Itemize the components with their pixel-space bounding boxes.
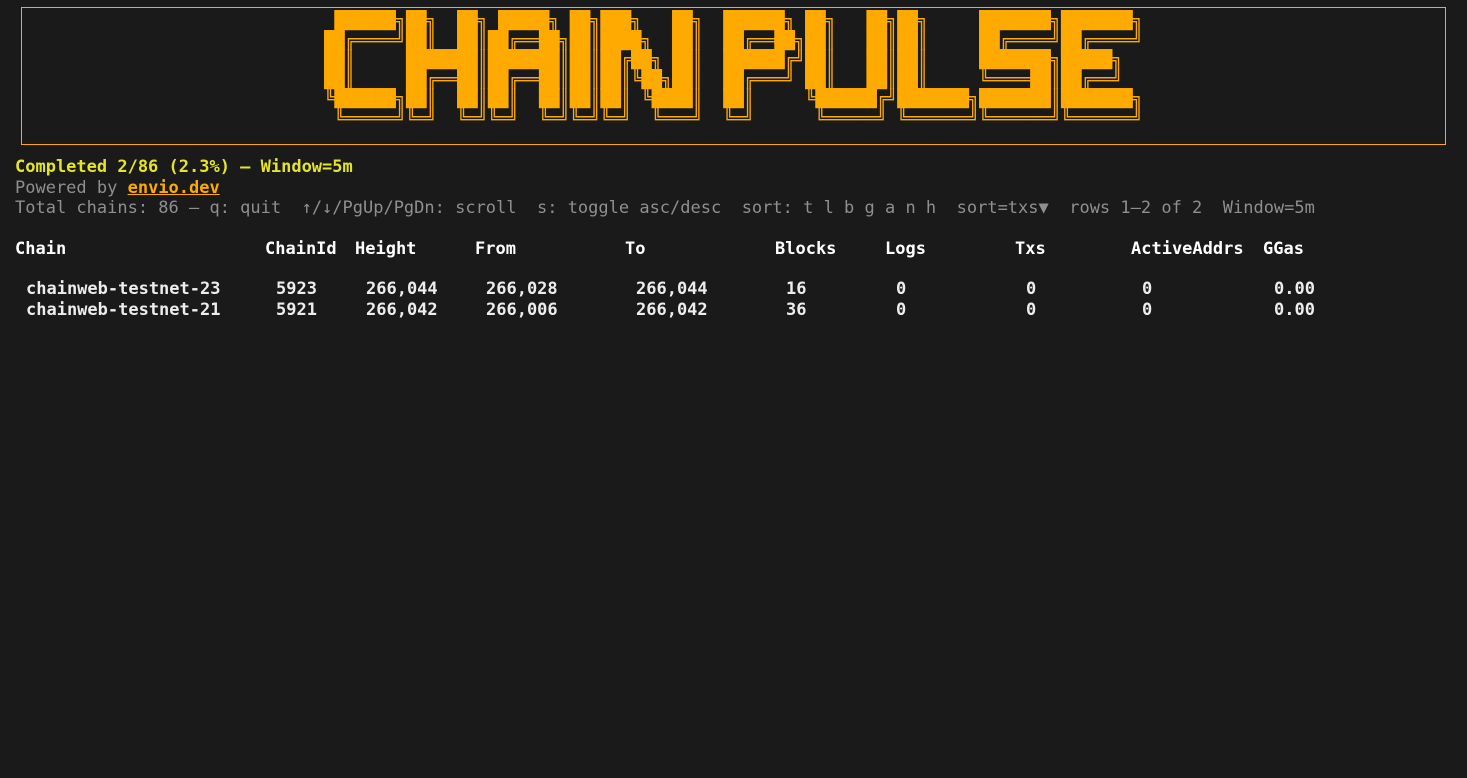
help-line: Total chains: 86 — q: quit ↑/↓/PgUp/PgDn… [15, 198, 1467, 219]
cell-from: 266,006 [486, 299, 558, 320]
cell-activeaddrs: 0 [1142, 279, 1153, 299]
status-area: Completed 2/86 (2.3%) — Window=5m Powere… [15, 157, 1467, 219]
table-header-row: Chain ChainId Height From To Blocks Logs… [15, 239, 1467, 280]
logo-box: ██████╗██╗ ██╗ █████╗ ██╗███╗ ██╗ ██████… [21, 7, 1446, 145]
cell-height: 266,042 [366, 299, 438, 320]
cell-ggas: 0.00 [1274, 279, 1315, 299]
cell-txs: 0 [1026, 279, 1037, 299]
total-chains-quit-hint: Total chains: 86 — q: quit [15, 198, 282, 218]
col-header-ggas: GGas [1263, 238, 1304, 259]
cell-chainid: 5921 [276, 299, 317, 320]
powered-by-label: Powered by [15, 177, 118, 198]
cell-activeaddrs: 0 [1142, 299, 1153, 320]
cell-chain: chainweb-testnet-23 [26, 279, 221, 299]
toggle-sort-hint: s: toggle asc/desc [536, 198, 722, 218]
col-header-activeaddrs: ActiveAddrs [1131, 238, 1244, 259]
col-header-from: From [475, 238, 516, 259]
cell-logs: 0 [896, 279, 907, 299]
cell-from: 266,028 [486, 279, 558, 299]
cell-blocks: 36 [786, 299, 807, 320]
sort-indicator: sort=txs▼ [956, 198, 1049, 218]
cell-height: 266,044 [366, 279, 438, 299]
envio-link[interactable]: envio.dev [127, 177, 220, 198]
scroll-hint: ↑/↓/PgUp/PgDn: scroll [301, 198, 517, 218]
col-header-logs: Logs [885, 238, 926, 259]
col-header-txs: Txs [1015, 238, 1046, 259]
cell-to: 266,044 [636, 279, 708, 299]
col-header-to: To [625, 238, 646, 259]
col-header-blocks: Blocks [775, 238, 837, 259]
col-header-height: Height [355, 238, 417, 259]
col-header-chain: Chain [15, 238, 67, 259]
cell-ggas: 0.00 [1274, 299, 1315, 320]
cell-logs: 0 [896, 299, 907, 320]
table-row: chainweb-testnet-23 5923 266,044 266,028… [15, 279, 1467, 300]
progress-line: Completed 2/86 (2.3%) — Window=5m [15, 157, 353, 177]
col-header-chainid: ChainId [265, 238, 337, 259]
rows-range-label: rows 1–2 of 2 [1069, 198, 1203, 218]
cell-chain: chainweb-testnet-21 [26, 299, 221, 320]
cell-to: 266,042 [636, 299, 708, 320]
cell-blocks: 16 [786, 279, 807, 299]
powered-line: Powered by envio.dev [15, 178, 1467, 199]
cell-chainid: 5923 [276, 279, 317, 299]
chain-pulse-logo: ██████╗██╗ ██╗ █████╗ ██╗███╗ ██╗ ██████… [324, 11, 1143, 129]
cell-txs: 0 [1026, 299, 1037, 320]
table-row: chainweb-testnet-21 5921 266,042 266,006… [15, 300, 1467, 321]
chains-table: Chain ChainId Height From To Blocks Logs… [15, 239, 1467, 321]
window-label: Window=5m [1222, 198, 1315, 218]
sort-keys-hint: sort: t l b g a n h [741, 198, 937, 218]
terminal-screen[interactable]: ██████╗██╗ ██╗ █████╗ ██╗███╗ ██╗ ██████… [0, 7, 1467, 778]
